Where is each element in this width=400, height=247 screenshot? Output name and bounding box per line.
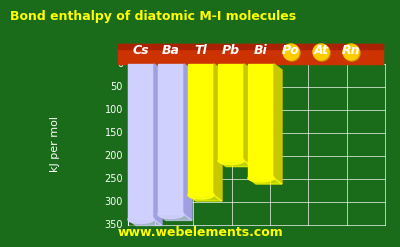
Polygon shape [188, 195, 222, 201]
Bar [118, 44, 383, 64]
Polygon shape [214, 64, 222, 201]
Circle shape [284, 45, 300, 61]
Circle shape [313, 44, 329, 60]
Bar [118, 44, 383, 49]
Bar [248, 64, 274, 178]
Ellipse shape [248, 174, 274, 182]
Text: 50: 50 [111, 82, 123, 92]
Polygon shape [218, 161, 252, 166]
Text: 250: 250 [104, 174, 123, 184]
Ellipse shape [218, 157, 244, 165]
Text: 100: 100 [105, 105, 123, 115]
Text: Po: Po [282, 44, 300, 58]
Polygon shape [248, 178, 282, 184]
Text: www.webelements.com: www.webelements.com [117, 226, 283, 239]
Text: 350: 350 [104, 220, 123, 230]
Text: Bi: Bi [254, 44, 268, 58]
Circle shape [344, 45, 360, 61]
Bar [128, 64, 154, 220]
Circle shape [314, 45, 330, 61]
Text: 200: 200 [104, 151, 123, 161]
Bar [218, 64, 244, 161]
Text: 0: 0 [117, 59, 123, 69]
Text: 300: 300 [105, 197, 123, 207]
Polygon shape [184, 64, 192, 220]
Circle shape [343, 44, 359, 60]
Text: Bond enthalpy of diatomic M-I molecules: Bond enthalpy of diatomic M-I molecules [10, 10, 296, 23]
Ellipse shape [188, 191, 214, 199]
Polygon shape [154, 64, 162, 226]
Text: Rn: Rn [342, 44, 360, 58]
Text: Tl: Tl [195, 44, 207, 58]
Ellipse shape [158, 210, 184, 218]
Ellipse shape [128, 215, 154, 224]
Circle shape [283, 44, 299, 60]
Text: Pb: Pb [222, 44, 240, 58]
Text: Cs: Cs [133, 44, 149, 58]
Polygon shape [244, 64, 252, 166]
Polygon shape [128, 220, 162, 226]
Polygon shape [158, 214, 192, 220]
Bar [188, 64, 214, 195]
Text: Ba: Ba [162, 44, 180, 58]
Polygon shape [274, 64, 282, 184]
Text: 150: 150 [104, 128, 123, 138]
Bar [158, 64, 184, 214]
Text: kJ per mol: kJ per mol [50, 117, 60, 172]
Text: At: At [314, 44, 328, 58]
